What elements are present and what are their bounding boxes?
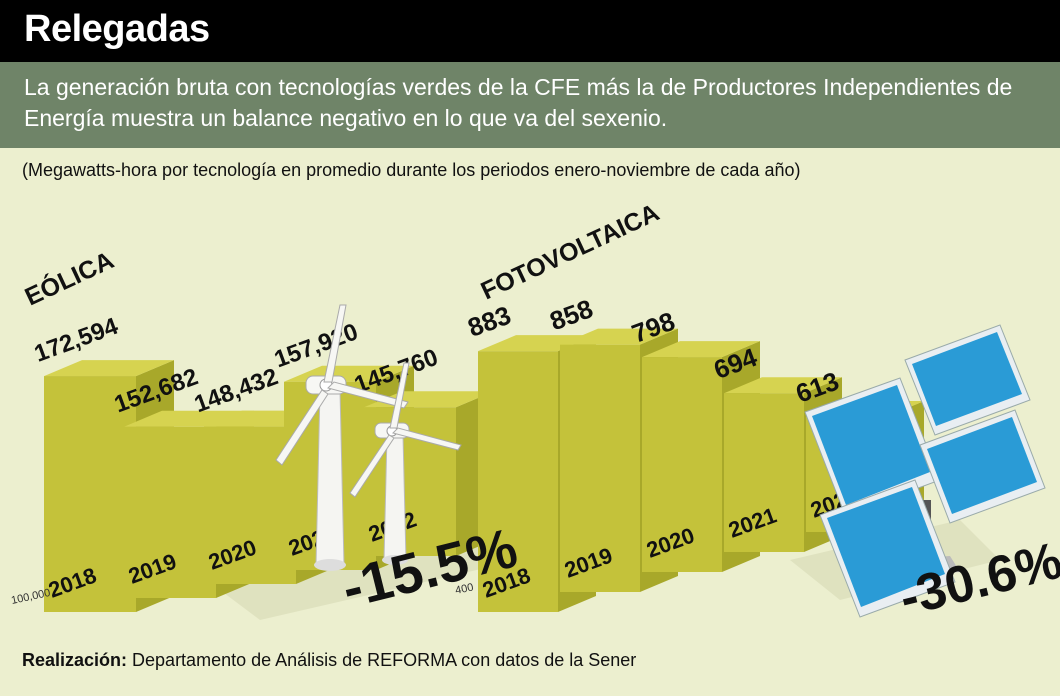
credit-text: Departamento de Análisis de REFORMA con … xyxy=(127,650,637,670)
bar-top xyxy=(560,328,678,345)
bar-front xyxy=(44,376,136,612)
section-label-eolica: EÓLICA xyxy=(20,244,118,311)
units-note: (Megawatts-hora por tecnología en promed… xyxy=(22,160,801,180)
value-label: 148,432 xyxy=(191,363,282,418)
page-title: Relegadas xyxy=(24,8,210,50)
value-label: 858 xyxy=(546,293,597,336)
bar-top xyxy=(724,377,842,394)
subtitle-bar xyxy=(0,62,1060,148)
credit-label: Realización: xyxy=(22,650,128,670)
bar-top xyxy=(44,360,174,377)
bar-top xyxy=(642,341,760,358)
title-bar xyxy=(0,0,1060,62)
bar-front xyxy=(478,351,558,612)
section-label-fotovoltaica: FOTOVOLTAICA xyxy=(477,198,664,305)
bar-front xyxy=(724,393,804,552)
wind-turbine-icon xyxy=(275,304,409,571)
subtitle: La generación bruta con tecnologías verd… xyxy=(24,74,1013,131)
baseline-label-fotovoltaica: 400 xyxy=(454,581,474,597)
wind-turbine-icon xyxy=(349,362,462,565)
bar-front xyxy=(642,357,722,572)
solar-panel-icon xyxy=(804,324,1046,618)
value-label: 172,594 xyxy=(31,312,122,367)
value-label: 883 xyxy=(464,300,515,343)
bar-front xyxy=(124,426,216,598)
credit-line: Realización: Departamento de Análisis de… xyxy=(22,650,636,671)
value-label: 157,920 xyxy=(271,318,362,373)
bar-front xyxy=(560,344,640,592)
